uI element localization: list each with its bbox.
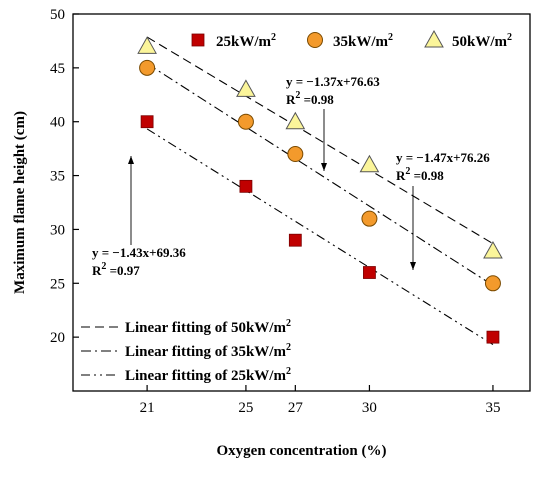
y-tick-label: 30 (50, 222, 65, 238)
y-tick-label: 20 (50, 330, 65, 346)
data-point-series-2 (237, 113, 254, 130)
x-tick-label: 21 (140, 400, 155, 416)
fit-equation-1: y = −1.43x+69.36 (92, 245, 186, 260)
data-point-series-2 (287, 146, 304, 163)
fit-equation-3: y = −1.37x+76.63 (286, 74, 380, 89)
x-tick-label: 27 (288, 400, 304, 416)
data-point-series-3 (236, 79, 256, 97)
data-point-series-1 (363, 266, 376, 279)
legend-marker-1 (191, 33, 205, 47)
data-point-series-2 (361, 210, 378, 227)
y-axis-title: Maximum flame height (cm) (12, 111, 28, 294)
fit-r2-3: R2 =0.98 (286, 90, 334, 107)
y-tick-label: 40 (50, 115, 65, 131)
y-tick-label: 50 (50, 7, 65, 23)
legend-label-3: 50kW/m2 (452, 32, 512, 50)
legend-label-1: 25kW/m2 (216, 32, 276, 50)
y-tick-label: 35 (50, 169, 65, 185)
fit-legend-label-2: Linear fitting of 35kW/m2 (125, 342, 291, 360)
annotation-arrowhead-1 (128, 156, 134, 164)
data-point-series-1 (486, 330, 500, 344)
data-point-series-1 (140, 115, 154, 129)
data-point-series-3 (483, 240, 503, 259)
annotation-arrowhead-2 (410, 262, 416, 270)
fit-equation-2: y = −1.47x+76.26 (396, 150, 490, 165)
data-point-series-1 (288, 233, 302, 247)
y-tick-label: 25 (50, 276, 65, 292)
plot-frame (72, 13, 531, 392)
legend-marker-3 (424, 29, 444, 48)
legend-marker-2 (307, 32, 323, 48)
fit-line-3 (146, 36, 494, 245)
annotation-arrowhead-3 (321, 163, 327, 171)
x-tick-label: 30 (362, 400, 377, 416)
legend-label-2: 35kW/m2 (333, 32, 393, 50)
fit-legend-label-3: Linear fitting of 25kW/m2 (125, 366, 291, 384)
data-point-series-2 (139, 59, 156, 76)
x-tick-label: 35 (485, 400, 500, 416)
x-tick-label: 25 (238, 400, 253, 416)
data-point-series-2 (484, 275, 501, 292)
data-point-series-3 (359, 154, 380, 173)
fit-legend-label-1: Linear fitting of 50kW/m2 (125, 318, 291, 336)
data-point-series-3 (285, 111, 306, 130)
fit-r2-2: R2 =0.98 (396, 166, 444, 183)
data-point-series-1 (239, 179, 253, 193)
fit-line-2 (146, 63, 494, 286)
data-point-series-3 (137, 36, 157, 54)
y-tick-label: 45 (50, 61, 65, 77)
fit-r2-1: R2 =0.97 (92, 261, 140, 278)
fit-line-1 (146, 128, 494, 346)
x-axis-title: Oxygen concentration (%) (217, 443, 387, 459)
